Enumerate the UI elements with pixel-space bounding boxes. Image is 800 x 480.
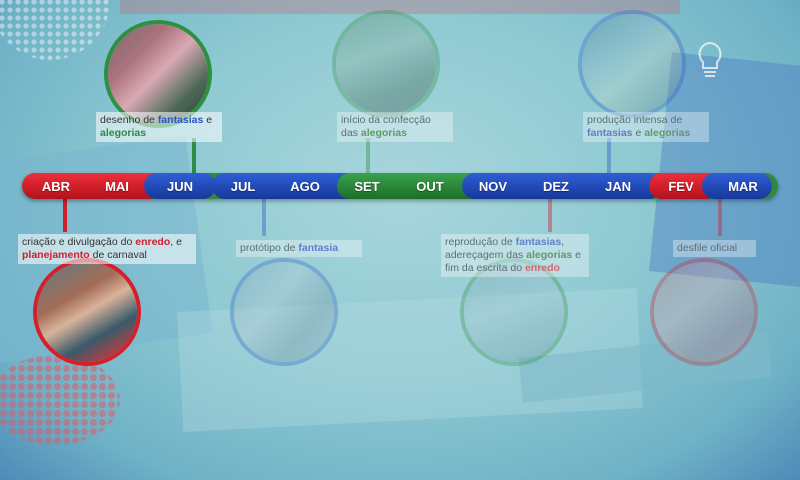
month-label-jan: JAN	[604, 179, 631, 194]
highlight-blue: fantasias	[515, 236, 562, 248]
highlight-green: alegorias	[526, 249, 573, 261]
background-red-lace	[0, 355, 120, 445]
month-label-jul: JUL	[230, 179, 256, 194]
connector-dez	[548, 198, 552, 232]
caption-text: desenho de	[100, 114, 158, 126]
highlight-red: enredo	[524, 262, 560, 274]
caption-text: de carnaval	[89, 249, 147, 261]
connector-jun	[192, 138, 196, 174]
highlight-green: alegorias	[100, 127, 147, 139]
month-label-nov: NOV	[478, 179, 508, 194]
timeline-segment-red-1	[22, 173, 162, 199]
highlight-green: alegorias	[360, 127, 407, 139]
month-label-set: SET	[354, 179, 380, 194]
lightbulb-icon	[698, 41, 722, 77]
month-label-mai: MAI	[105, 179, 129, 194]
month-label-abr: ABR	[41, 179, 71, 194]
photo-intense-production	[578, 10, 686, 118]
connector-fev	[718, 198, 722, 236]
caption-text: reprodução de	[445, 236, 516, 248]
caption-text: e	[203, 114, 213, 126]
caption-text: protótipo de	[240, 242, 299, 254]
highlight-blue: fantasia	[298, 242, 339, 254]
highlight-blue: fantasias	[157, 114, 204, 126]
photo-prototype	[230, 258, 338, 366]
caption-text: início da confecção das	[341, 114, 431, 139]
caption-jan: produção intensa de fantasias e alegoria…	[583, 112, 709, 142]
caption-fev: desfile oficial	[673, 240, 756, 257]
month-label-out: OUT	[416, 179, 444, 194]
caption-text: , adereçagem das	[445, 236, 565, 261]
caption-nov-dez: reprodução de fantasias, adereçagem das …	[441, 234, 589, 277]
highlight-blue: fantasias	[587, 127, 633, 139]
photo-parade	[650, 258, 758, 366]
month-label-fev: FEV	[668, 179, 694, 194]
caption-text: criação e divulgação do	[22, 236, 136, 248]
month-label-jun: JUN	[166, 179, 193, 194]
caption-mai-jun: desenho de fantasias e alegorias	[96, 112, 222, 142]
caption-text: produção intensa de	[587, 114, 683, 126]
timeline-segment-blue-5	[702, 173, 772, 199]
connector-jan	[607, 138, 611, 174]
connector-abr	[63, 198, 67, 232]
photo-reproduction	[460, 258, 568, 366]
photo-planning-meeting	[33, 258, 141, 366]
photo-design-workshop	[104, 20, 212, 128]
caption-set: início da confecção das alegorias	[337, 112, 453, 142]
caption-text: , e	[170, 236, 182, 248]
month-label-mar: MAR	[728, 179, 758, 194]
caption-jul: protótipo de fantasia	[236, 240, 362, 257]
timeline-segment-green-1	[337, 173, 482, 199]
highlight-red: enredo	[135, 236, 171, 248]
caption-text: e fim da escrita do	[445, 249, 582, 274]
background-lace-decoration	[0, 0, 110, 60]
photo-alegorias-construction	[332, 10, 440, 118]
connector-jul	[262, 198, 266, 236]
month-label-ago: AGO	[290, 179, 320, 194]
caption-text: desfile oficial	[677, 242, 738, 254]
highlight-red: planejamento	[22, 249, 90, 261]
connector-set	[366, 138, 370, 174]
month-label-dez: DEZ	[543, 179, 569, 194]
timeline-segment-blue-1	[144, 173, 216, 199]
timeline-bar	[22, 173, 778, 199]
caption-text: e	[632, 127, 645, 139]
caption-abr: criação e divulgação do enredo, e planej…	[18, 234, 196, 264]
highlight-green: alegorias	[644, 127, 691, 139]
